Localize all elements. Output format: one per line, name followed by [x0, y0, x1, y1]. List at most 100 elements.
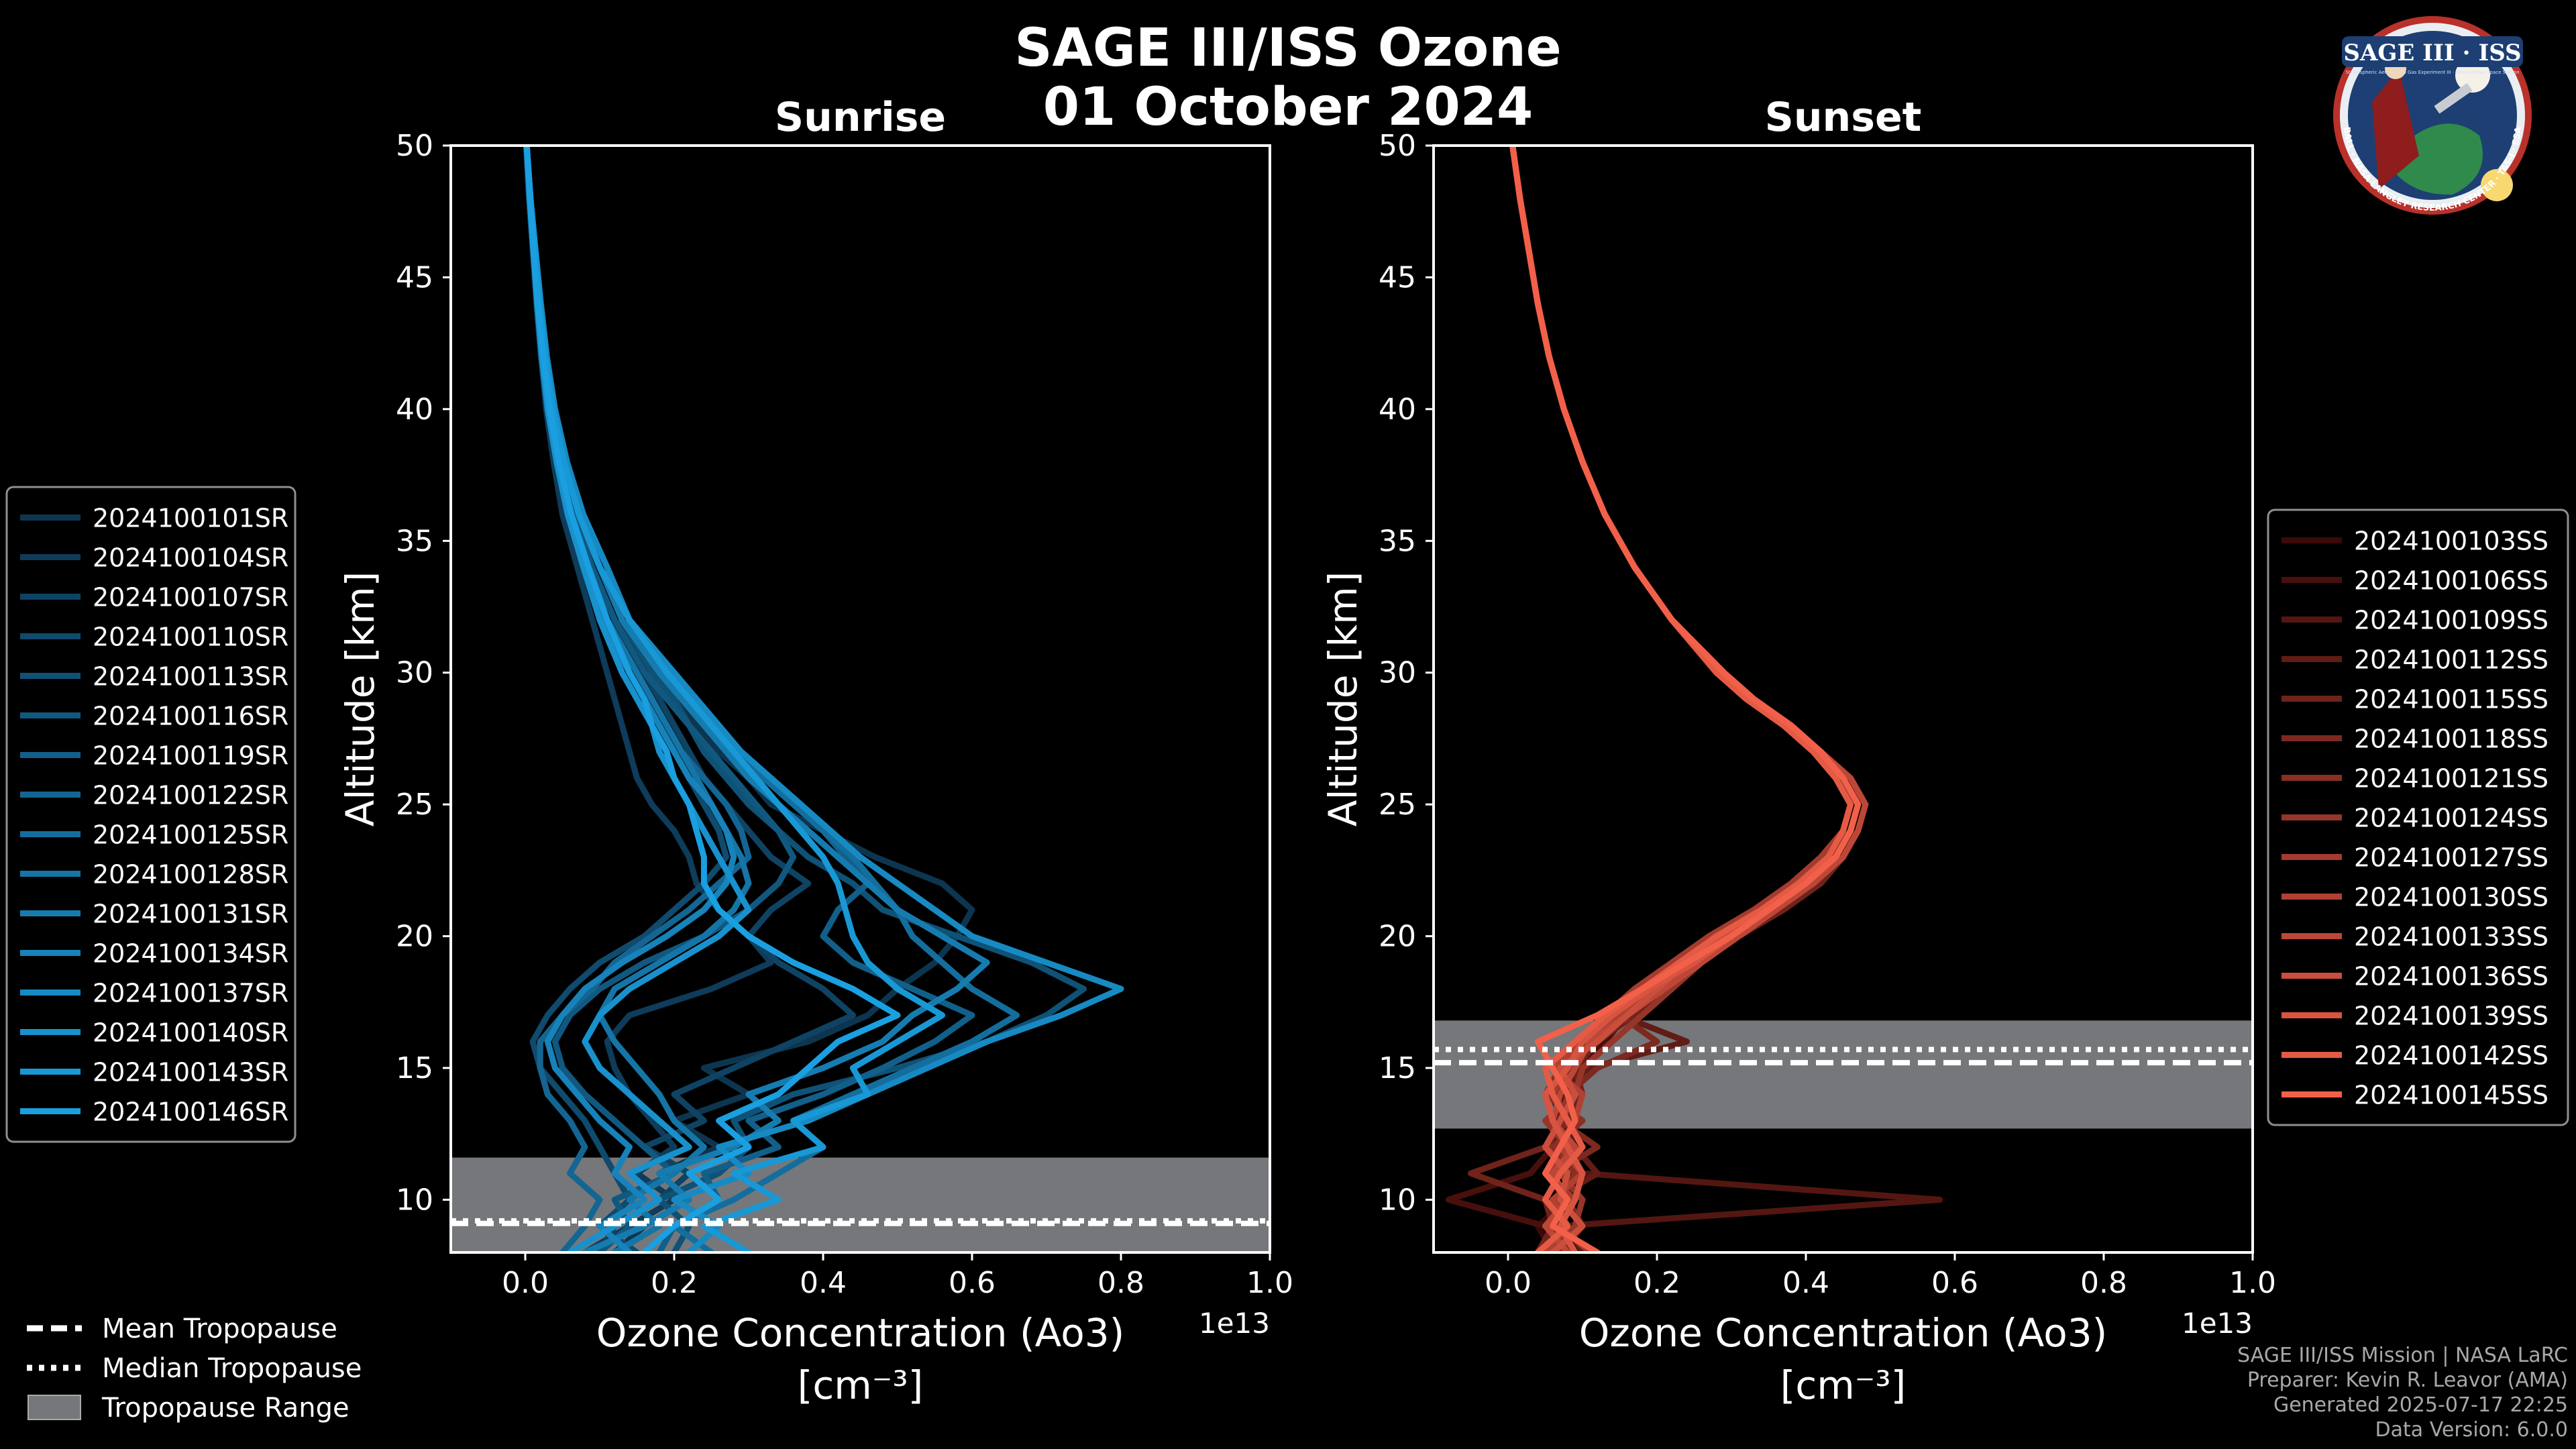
x-tick-label: 0.6 — [1931, 1266, 1978, 1300]
legend-box — [2267, 508, 2569, 1126]
y-tick-label: 45 — [1379, 260, 1416, 294]
panel-title: Sunset — [1765, 94, 1922, 141]
legend-label: 2024100115SS — [2354, 685, 2548, 714]
legend-label: 2024100137SR — [93, 979, 288, 1008]
y-tick-label: 10 — [396, 1183, 433, 1217]
y-tick-label: 20 — [1379, 920, 1416, 954]
legend-label: 2024100130SS — [2354, 883, 2548, 912]
x-tick-label: 0.6 — [949, 1266, 996, 1300]
y-tick-label: 15 — [396, 1051, 433, 1085]
legend-label: 2024100146SR — [93, 1097, 288, 1127]
x-tick-label: 0.8 — [2080, 1266, 2127, 1300]
legend-label: 2024100131SR — [93, 900, 288, 929]
y-tick-label: 15 — [1379, 1051, 1416, 1085]
legend-label: 2024100104SR — [93, 543, 288, 573]
sun-icon — [2481, 169, 2513, 201]
legend-label: 2024100140SR — [93, 1018, 288, 1048]
y-tick-label: 40 — [396, 392, 433, 427]
sunrise-panel: 0.0 0.2 0.4 0.6 0.8 1.0 10 15 20 25 30 35 40 45 50 1e13… — [337, 94, 1293, 1408]
profile-line-2024100131SR — [523, 146, 990, 1252]
y-tick-label: 50 — [396, 129, 433, 163]
y-tick-label: 30 — [1379, 656, 1416, 690]
y-tick-label: 30 — [396, 656, 433, 690]
x-axis-multiplier: 1e13 — [1199, 1307, 1270, 1340]
x-tick-label: 1.0 — [2229, 1266, 2276, 1300]
main-subtitle-date: 01 October 2024 — [1042, 77, 1534, 138]
x-tick-label: 0.4 — [800, 1266, 847, 1300]
y-tick-label: 35 — [1379, 524, 1416, 558]
tropo-legend-label: Mean Tropopause — [102, 1313, 337, 1344]
plot-frame — [449, 144, 1271, 1254]
x-axis-label: Ozone Concentration (Ao3) — [1579, 1310, 2108, 1356]
legend-label: 2024100143SR — [93, 1058, 288, 1087]
legend-label: 2024100128SR — [93, 860, 288, 890]
tropo-legend-swatch-range — [28, 1395, 81, 1420]
legend-label: 2024100110SR — [93, 623, 288, 652]
legend-label: 2024100112SS — [2354, 645, 2548, 675]
profile-line-2024100113SR — [523, 146, 1087, 1252]
legend-label: 2024100133SS — [2354, 922, 2548, 952]
legend-label: 2024100103SS — [2354, 527, 2548, 556]
credits-mission: SAGE III/ISS Mission | NASA LaRC — [2237, 1344, 2568, 1367]
sunset-panel: 0.0 0.2 0.4 0.6 0.8 1.0 10 15 20 25 30 35 40 45 50 1e13… — [1320, 94, 2276, 1408]
legend-label: 2024100136SS — [2354, 962, 2548, 991]
y-tick-label: 35 — [396, 524, 433, 558]
profile-line-2024100101SR — [523, 146, 975, 1252]
tropo-legend-label: Median Tropopause — [102, 1353, 362, 1384]
legend-label: 2024100119SR — [93, 741, 288, 771]
legend-label: 2024100101SR — [93, 504, 288, 533]
legend-label: 2024100121SS — [2354, 764, 2548, 794]
plot-frame — [1432, 144, 2254, 1254]
legend-label: 2024100106SS — [2354, 566, 2548, 596]
x-axis-multiplier: 1e13 — [2182, 1307, 2253, 1340]
panel-title: Sunrise — [775, 94, 946, 141]
legend-label: 2024100142SS — [2354, 1041, 2548, 1071]
profile-line-2024100143SR — [523, 146, 946, 1252]
legend-label: 2024100145SS — [2354, 1081, 2548, 1110]
legend-label: 2024100109SS — [2354, 606, 2548, 635]
profile-line-2024100140SR — [523, 146, 752, 1252]
profile-line-2024100146SR — [523, 146, 901, 1252]
legend-label: 2024100107SR — [93, 583, 288, 612]
legend-box — [5, 486, 297, 1143]
y-tick-label: 20 — [396, 920, 433, 954]
space-station-icon — [2434, 83, 2473, 114]
y-axis-label: Altitude [km] — [337, 572, 383, 826]
y-tick-label: 25 — [1379, 788, 1416, 822]
sage-iii-iss-logo: SAGE III · ISS Stratospheric Aerosol and… — [2333, 16, 2532, 215]
legend-label: 2024100113SR — [93, 662, 288, 692]
credits-preparer: Preparer: Kevin R. Leavor (AMA) — [2247, 1368, 2568, 1392]
logo-top-text: SAGE III · ISS — [2343, 40, 2521, 66]
x-tick-label: 0.4 — [1782, 1266, 1829, 1300]
credits: SAGE III/ISS Mission | NASA LaRC Prepare… — [2237, 1343, 2568, 1442]
y-tick-label: 40 — [1379, 392, 1416, 427]
legend-label: 2024100134SR — [93, 939, 288, 969]
y-tick-label: 10 — [1379, 1183, 1416, 1217]
x-tick-label: 0.0 — [1485, 1266, 1532, 1300]
sunset-legend: 2024100103SS 2024100106SS 2024100109SS 2024… — [2267, 508, 2569, 1126]
legend-label: 2024100124SS — [2354, 804, 2548, 833]
legend-label: 2024100139SS — [2354, 1002, 2548, 1031]
y-tick-label: 50 — [1379, 129, 1416, 163]
sunrise-legend: 2024100101SR 2024100104SR 2024100107SR 2024… — [5, 486, 297, 1143]
logo-sub-text: Stratospheric Aerosol and Gas Experiment… — [2345, 70, 2519, 75]
legend-label: 2024100122SR — [93, 781, 288, 810]
profile-line-2024100119SR — [523, 146, 975, 1252]
main-title: SAGE III/ISS Ozone — [1014, 18, 1562, 78]
y-tick-label: 45 — [396, 260, 433, 294]
x-tick-label: 1.0 — [1246, 1266, 1293, 1300]
y-tick-label: 25 — [396, 788, 433, 822]
profile-line-2024100145SS — [1509, 146, 1862, 1252]
x-axis-unit: [cm⁻³] — [1780, 1362, 1907, 1408]
tropopause-range-band — [451, 1157, 1270, 1252]
x-tick-label: 0.2 — [1633, 1266, 1680, 1300]
legend-label: 2024100118SS — [2354, 724, 2548, 754]
y-axis-label: Altitude [km] — [1320, 572, 1366, 826]
credits-generated: Generated 2025-07-17 22:25 — [2273, 1393, 2568, 1417]
x-tick-label: 0.8 — [1097, 1266, 1144, 1300]
legend-label: 2024100125SR — [93, 820, 288, 850]
tropopause-legend: Mean Tropopause Median Tropopause Tropopau… — [27, 1313, 362, 1424]
legend-label: 2024100116SR — [93, 702, 288, 731]
credits-version: Data Version: 6.0.0 — [2375, 1418, 2568, 1442]
